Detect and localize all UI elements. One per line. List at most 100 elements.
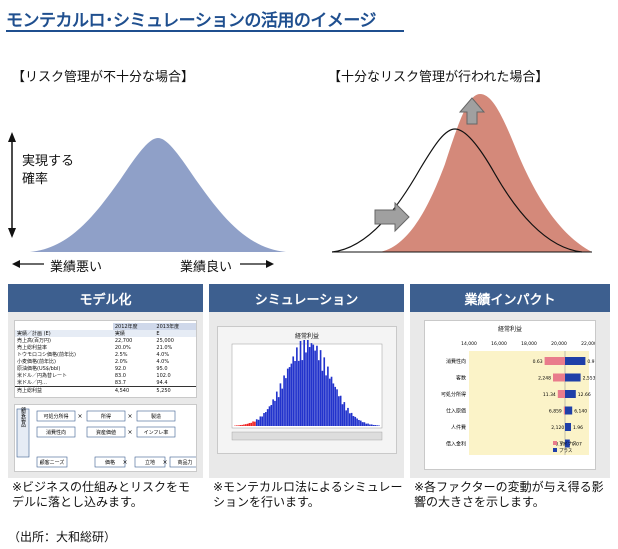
- table-row: 売上総利益率 20.0% 21.0%: [17, 344, 173, 352]
- tornado-bar-plus: [565, 406, 573, 415]
- tornado-row-label: 可処分所得: [441, 391, 466, 398]
- table-sub-header: E: [156, 330, 160, 337]
- panel-header-simulation: シミュレーション: [209, 284, 404, 312]
- histogram-bar: [354, 416, 357, 426]
- flow-box: [169, 456, 196, 468]
- histogram-bar: [265, 412, 267, 426]
- table-col-header: 2012年度: [112, 323, 155, 330]
- legend-swatch-plus: [553, 448, 557, 452]
- page-title: モンテカルロ･シミュレーションの活用のイメージ: [6, 11, 376, 31]
- right-arrow-icon: [374, 201, 410, 233]
- panel-header-modeling: モデル化: [8, 284, 203, 312]
- tornado-axis-tick: 14,000: [461, 341, 477, 347]
- table-sub-header: 実績: [114, 331, 125, 337]
- table-col-header: 2013年度: [154, 323, 196, 330]
- table-row: 米ドル／円為替レート 83.0 102.0: [17, 372, 171, 380]
- histogram-bar: [358, 419, 360, 426]
- histogram-bar: [339, 395, 342, 426]
- tornado-high-value: 6,140: [574, 409, 587, 415]
- histogram-bar: [317, 360, 320, 426]
- panel-body-modeling: 2012年度 2013年度 実績／計画 (E) 実績 E 売上高(百万円) 22,…: [8, 312, 203, 478]
- histogram-bar: [341, 404, 344, 426]
- tornado-bar-minus: [557, 390, 565, 398]
- left-bell-chart: [8, 132, 286, 268]
- impact-note: ※各ファクターの変動が与え得る影響の大きさを示します。: [414, 480, 604, 509]
- simulation-window: 経常利益: [217, 326, 397, 454]
- simulation-chart-title: 経常利益: [294, 333, 319, 340]
- flow-box-label: 所得: [101, 413, 111, 420]
- table-row: 原油価格(US$/bbl) 92.0 95.0: [17, 365, 168, 373]
- histogram-bar: [266, 409, 269, 426]
- histogram-bar: [376, 425, 378, 426]
- histogram-bar: [254, 421, 256, 426]
- table-row: 売上高(百万円) 22,700 25,000: [17, 337, 174, 345]
- table-row: 売上総利益 4,540 5,250: [15, 386, 196, 394]
- table-row: トウモロコシ価格(前年比) 2.5% 4.0%: [17, 351, 170, 359]
- histogram-bar: [244, 424, 247, 426]
- up-arrow-icon: [458, 97, 486, 125]
- flow-box-label: 価格: [105, 459, 115, 466]
- y-axis-label-line1: 実現する: [22, 154, 75, 169]
- flow-box: [136, 426, 176, 438]
- histogram-bar: [345, 410, 347, 426]
- tornado-low-value: 2,120: [551, 425, 564, 431]
- model-table: 2012年度 2013年度 実績／計画 (E) 実績 E 売上高(百万円) 22,…: [14, 320, 197, 398]
- histogram-bar: [241, 424, 243, 426]
- panel-body-impact: 経常利益 14,000 16,000 18,000 20,000 22,000 消費性向 0…: [410, 312, 610, 478]
- simulation-histogram: [231, 337, 383, 441]
- modeling-note: ※ビジネスの仕組みとリスクをモデルに落とし込みます。: [12, 480, 191, 509]
- simulation-note: ※モンテカルロ法によるシミュレーションを行います。: [213, 480, 403, 509]
- histogram-bar: [305, 352, 307, 426]
- flow-box: [36, 426, 76, 438]
- histogram-bar: [288, 367, 291, 426]
- x-axis-left-label: 業績悪い: [50, 260, 103, 275]
- histogram-bar: [365, 423, 368, 426]
- histogram-bar: [235, 425, 238, 426]
- table-row: 米ドル／円… 83.7 94.4: [17, 379, 168, 387]
- histogram-bar: [259, 416, 262, 426]
- histogram-bar: [301, 360, 304, 426]
- tornado-row-label: 仕入原価: [446, 408, 466, 415]
- tornado-low-value: 0.63: [533, 359, 543, 365]
- flow-box: [86, 426, 126, 438]
- histogram-bar: [270, 404, 273, 426]
- tornado-bar-plus: [565, 357, 586, 365]
- histogram-bar: [369, 424, 371, 426]
- histogram-bar: [334, 386, 337, 426]
- histogram-bar: [277, 397, 280, 426]
- flow-box-label: 商品力: [177, 459, 192, 466]
- flow-operator: ×: [122, 459, 127, 466]
- flow-box-label: 消費性向: [46, 429, 66, 436]
- tornado-bar-minus: [563, 406, 565, 415]
- tornado-chart-frame: 経常利益 14,000 16,000 18,000 20,000 22,000 消費性向 0…: [424, 320, 596, 470]
- histogram-bar: [336, 389, 338, 426]
- tornado-axis-tick: 20,000: [551, 341, 567, 347]
- histogram-bar: [290, 363, 293, 426]
- tornado-bar-plus: [565, 439, 570, 448]
- histogram-bar: [312, 344, 315, 426]
- histogram-bar: [361, 422, 364, 426]
- tornado-bar-minus: [553, 373, 565, 382]
- flow-box: [94, 456, 126, 468]
- tornado-row-label: 人件費: [451, 424, 466, 431]
- tornado-high-value: 1.96: [573, 425, 583, 431]
- histogram-bar: [347, 407, 349, 426]
- flow-box: [134, 456, 166, 468]
- histogram-bar: [294, 360, 296, 426]
- flow-operator: ×: [77, 413, 82, 420]
- title-underline: [6, 30, 404, 32]
- flow-box-label: 可処分所得: [43, 413, 68, 420]
- histogram-bar: [307, 338, 309, 426]
- tornado-low-value: 6,859: [549, 409, 562, 415]
- histogram-bar: [316, 345, 318, 426]
- histogram-bar: [292, 356, 295, 426]
- tornado-low-value: 0.10: [555, 442, 565, 448]
- histogram-bar: [372, 424, 375, 426]
- histogram-bar: [330, 376, 333, 426]
- tornado-low-value: 2,248: [538, 376, 551, 382]
- flow-box-label: 製造: [151, 413, 161, 420]
- tornado-bar-plus: [565, 390, 576, 398]
- tornado-low-value: 11.34: [543, 392, 556, 398]
- histogram-bar: [281, 388, 284, 426]
